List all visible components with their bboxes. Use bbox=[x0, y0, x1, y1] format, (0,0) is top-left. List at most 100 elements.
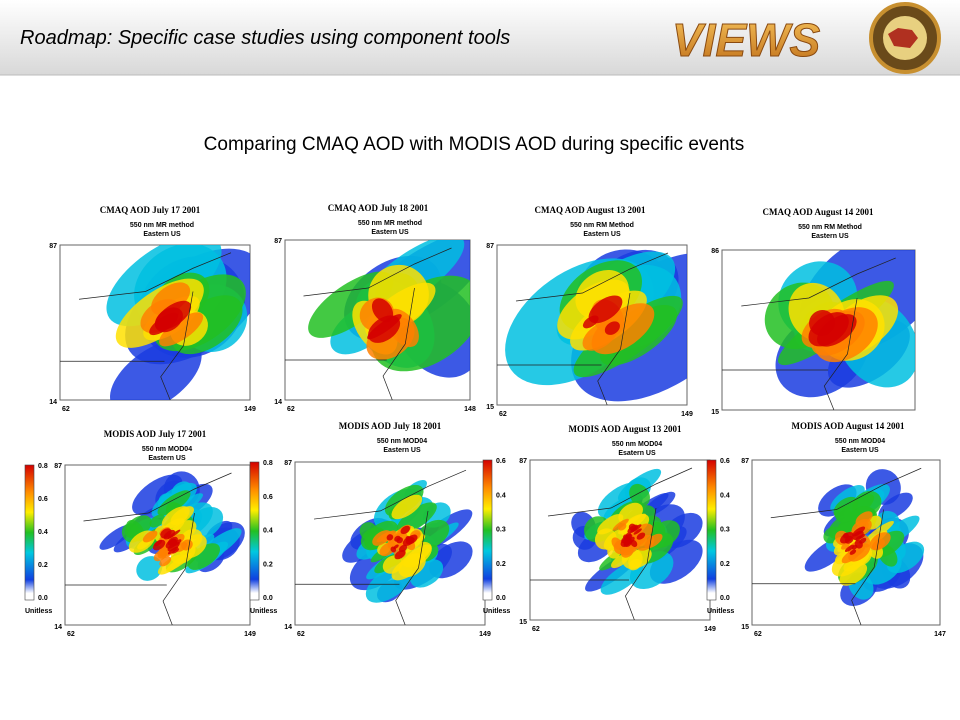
aod-patch bbox=[855, 535, 862, 541]
colorbar-tick-label: 0.4 bbox=[263, 528, 273, 535]
aod-patch bbox=[415, 519, 450, 550]
aod-patch bbox=[636, 532, 646, 540]
panel-caption: Eastern US bbox=[583, 231, 621, 238]
panel-title: CMAQ AOD July 17 2001 bbox=[100, 205, 201, 215]
colorbar-tick-label: 0.2 bbox=[38, 562, 48, 569]
axis-label: 15 bbox=[711, 409, 719, 416]
aod-patch bbox=[187, 543, 221, 570]
axis-label: 87 bbox=[274, 238, 282, 245]
map-field bbox=[65, 471, 245, 625]
axis-label: 149 bbox=[704, 626, 716, 633]
aod-patch bbox=[859, 537, 867, 544]
aod-patch bbox=[877, 544, 898, 567]
colorbar-tick-label: 0.6 bbox=[496, 458, 506, 465]
axis-label: 148 bbox=[464, 406, 476, 413]
axis-label: 62 bbox=[67, 631, 75, 638]
panel-caption: 550 nm RM Method bbox=[798, 224, 862, 231]
panel-title: MODIS AOD August 13 2001 bbox=[568, 424, 682, 434]
map-panel: CMAQ AOD July 18 2001 550 nm MR method Eas… bbox=[274, 203, 476, 413]
map-panel: MODIS AOD August 13 2001 550 nm MOD04 Esat… bbox=[482, 424, 716, 633]
aod-patch bbox=[400, 525, 411, 535]
panel-caption: Eastern US bbox=[371, 229, 409, 236]
panel-caption: 550 nm MOD04 bbox=[377, 438, 427, 445]
map-panel: MODIS AOD July 18 2001 550 nm MOD04 Easter… bbox=[249, 421, 491, 638]
aod-patch bbox=[386, 534, 394, 541]
aod-patch bbox=[628, 523, 637, 532]
axis-label: 87 bbox=[486, 243, 494, 250]
subtitle: Comparing CMAQ AOD with MODIS AOD during… bbox=[204, 134, 745, 155]
header-title: Roadmap: Specific case studies using com… bbox=[20, 27, 510, 49]
aod-patch bbox=[841, 542, 850, 550]
panel-caption: 550 nm RM Method bbox=[570, 222, 634, 229]
colorbar bbox=[24, 464, 35, 601]
aod-patch bbox=[604, 321, 620, 335]
colorbar-unit: Unitless bbox=[707, 608, 734, 615]
aod-patch bbox=[159, 556, 172, 567]
colorbar bbox=[482, 459, 493, 601]
axis-label: 149 bbox=[681, 411, 693, 418]
panel-title: CMAQ AOD July 18 2001 bbox=[328, 203, 429, 213]
axis-label: 87 bbox=[49, 243, 57, 250]
coastline bbox=[752, 467, 922, 625]
aod-patch bbox=[371, 298, 394, 323]
aod-patch bbox=[618, 522, 627, 531]
axis-label: 14 bbox=[284, 624, 292, 631]
aod-patch bbox=[844, 535, 854, 544]
aod-patch bbox=[157, 490, 191, 516]
coastline bbox=[295, 469, 467, 625]
aod-patch bbox=[633, 528, 642, 535]
aod-patch bbox=[149, 514, 166, 528]
aod-patch bbox=[160, 528, 172, 539]
aod-patch bbox=[161, 506, 190, 529]
map-panel: CMAQ AOD July 17 2001 550 nm MR method Eas… bbox=[49, 205, 256, 413]
map-field bbox=[60, 245, 250, 400]
aod-patch bbox=[405, 534, 418, 545]
axis-label: 14 bbox=[274, 399, 282, 406]
axis-label: 149 bbox=[244, 406, 256, 413]
aod-patch bbox=[591, 303, 655, 355]
aod-patch bbox=[597, 513, 624, 535]
colorbar-tick-label: 0.4 bbox=[720, 492, 730, 499]
colorbar-tick-label: 0.6 bbox=[263, 494, 273, 501]
aod-patch bbox=[623, 539, 633, 547]
axis-label: 87 bbox=[284, 460, 292, 467]
panel-caption: Eastern US bbox=[383, 447, 421, 454]
colorbar-unit: Unitless bbox=[250, 608, 277, 615]
panel-caption: Eastern US bbox=[841, 447, 879, 454]
map-panel: MODIS AOD August 14 2001 550 nm MOD04 East… bbox=[706, 421, 946, 638]
aod-patch bbox=[106, 245, 222, 327]
aod-patch bbox=[869, 532, 891, 551]
axis-label: 15 bbox=[519, 619, 527, 626]
map-field bbox=[530, 467, 703, 620]
coastline bbox=[497, 252, 669, 405]
aod-patch bbox=[839, 562, 868, 586]
panel-caption: 550 nm MR method bbox=[130, 222, 194, 229]
aod-patch bbox=[844, 544, 855, 552]
colorbar-unit: Unitless bbox=[483, 608, 510, 615]
aod-patch bbox=[136, 556, 163, 581]
panel-title: MODIS AOD July 18 2001 bbox=[339, 421, 442, 431]
axis-label: 14 bbox=[54, 624, 62, 631]
colorbar-tick-label: 0.3 bbox=[496, 527, 506, 534]
axis-label: 62 bbox=[499, 411, 507, 418]
colorbar-tick-label: 0.3 bbox=[720, 527, 730, 534]
axis-label: 62 bbox=[754, 631, 762, 638]
aod-patch bbox=[629, 483, 650, 507]
aod-patch bbox=[382, 555, 403, 574]
aod-patch bbox=[152, 539, 166, 551]
aod-patch bbox=[391, 494, 423, 520]
colorbar-tick-label: 0.0 bbox=[38, 595, 48, 602]
aod-patch bbox=[849, 549, 857, 555]
coastline bbox=[60, 252, 232, 400]
colorbar-tick-label: 0.4 bbox=[496, 492, 506, 499]
aod-patch bbox=[396, 537, 403, 544]
axis-label: 14 bbox=[49, 399, 57, 406]
panel-caption: Eastern US bbox=[148, 455, 186, 462]
colorbar-tick-label: 0.2 bbox=[496, 561, 506, 568]
axis-label: 147 bbox=[934, 631, 946, 638]
axis-label: 62 bbox=[62, 406, 70, 413]
colorbar-tick-label: 0.4 bbox=[38, 529, 48, 536]
map-field bbox=[722, 250, 915, 410]
aod-patch bbox=[833, 496, 859, 519]
axis-label: 86 bbox=[711, 248, 719, 255]
